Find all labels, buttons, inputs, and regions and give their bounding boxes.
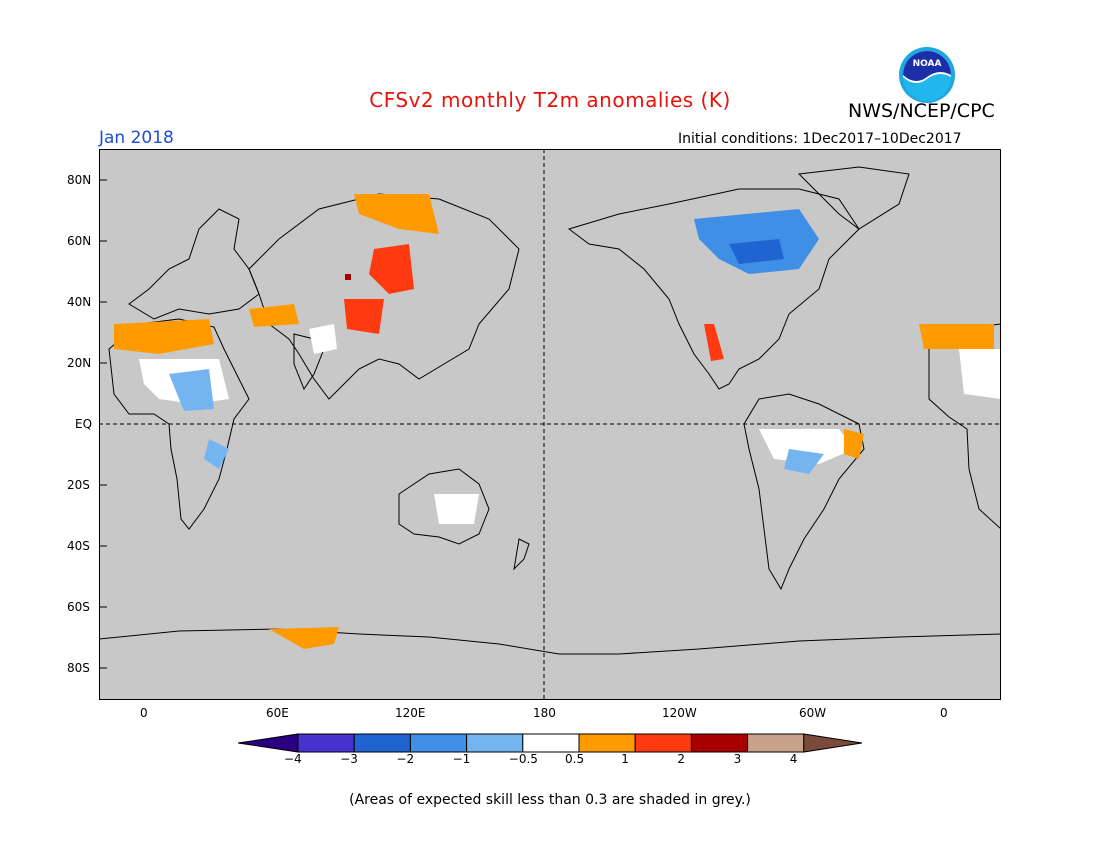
initial-conditions: Initial conditions: 1Dec2017–10Dec2017	[678, 131, 962, 147]
colorbar-end-low	[238, 733, 299, 753]
lon-label: 120W	[662, 706, 697, 720]
colorbar-segment	[297, 733, 355, 753]
colorbar-tick-label: −2	[396, 752, 415, 766]
colorbar-segment	[353, 733, 411, 753]
lat-label: 40N	[67, 295, 92, 309]
colorbar-segment	[747, 733, 805, 753]
colorbar-segment	[634, 733, 692, 753]
colorbar-segment	[522, 733, 580, 753]
forecast-month: Jan 2018	[99, 128, 174, 148]
chart-title: CFSv2 monthly T2m anomalies (K)	[369, 88, 731, 112]
lon-label: 60W	[799, 706, 827, 720]
svg-text:NOAA: NOAA	[913, 59, 942, 69]
colorbar-tick-label: −0.5	[508, 752, 538, 766]
colorbar-segment	[409, 733, 468, 753]
colorbar	[238, 733, 862, 753]
noaa-logo: NOAA	[899, 47, 955, 103]
lon-label: 0	[140, 706, 148, 720]
lat-label: 80S	[67, 661, 90, 675]
colorbar-segment	[690, 733, 749, 753]
lon-label: 60E	[266, 706, 289, 720]
lat-label: 20N	[67, 356, 92, 370]
colorbar-tick-label: 3	[733, 752, 742, 766]
colorbar-tick-label: −1	[452, 752, 471, 766]
anomaly-patches	[114, 194, 1001, 649]
colorbar-tick-label: 2	[677, 752, 686, 766]
lat-label: EQ	[75, 417, 93, 431]
lat-label: 80N	[67, 173, 92, 187]
org-label: NWS/NCEP/CPC	[848, 100, 995, 122]
lat-label: 60N	[67, 234, 92, 248]
colorbar-end-high	[803, 733, 862, 753]
lon-label: 0	[940, 706, 948, 720]
world-map	[99, 149, 1001, 700]
lat-label: 40S	[67, 539, 90, 553]
colorbar-segment	[466, 733, 524, 753]
lon-label: 180	[533, 706, 556, 720]
colorbar-tick-label: −3	[340, 752, 358, 766]
colorbar-tick-label: 0.5	[565, 752, 585, 766]
colorbar-tick-label: −4	[284, 752, 302, 766]
colorbar-tick-label: 1	[621, 752, 629, 766]
lat-label: 20S	[67, 478, 90, 492]
tick-marks	[99, 179, 107, 669]
lat-label: 60S	[67, 600, 90, 614]
colorbar-segment	[578, 733, 636, 753]
footnote: (Areas of expected skill less than 0.3 a…	[349, 792, 751, 808]
lon-label: 120E	[395, 706, 426, 720]
colorbar-tick-label: 4	[789, 752, 798, 766]
